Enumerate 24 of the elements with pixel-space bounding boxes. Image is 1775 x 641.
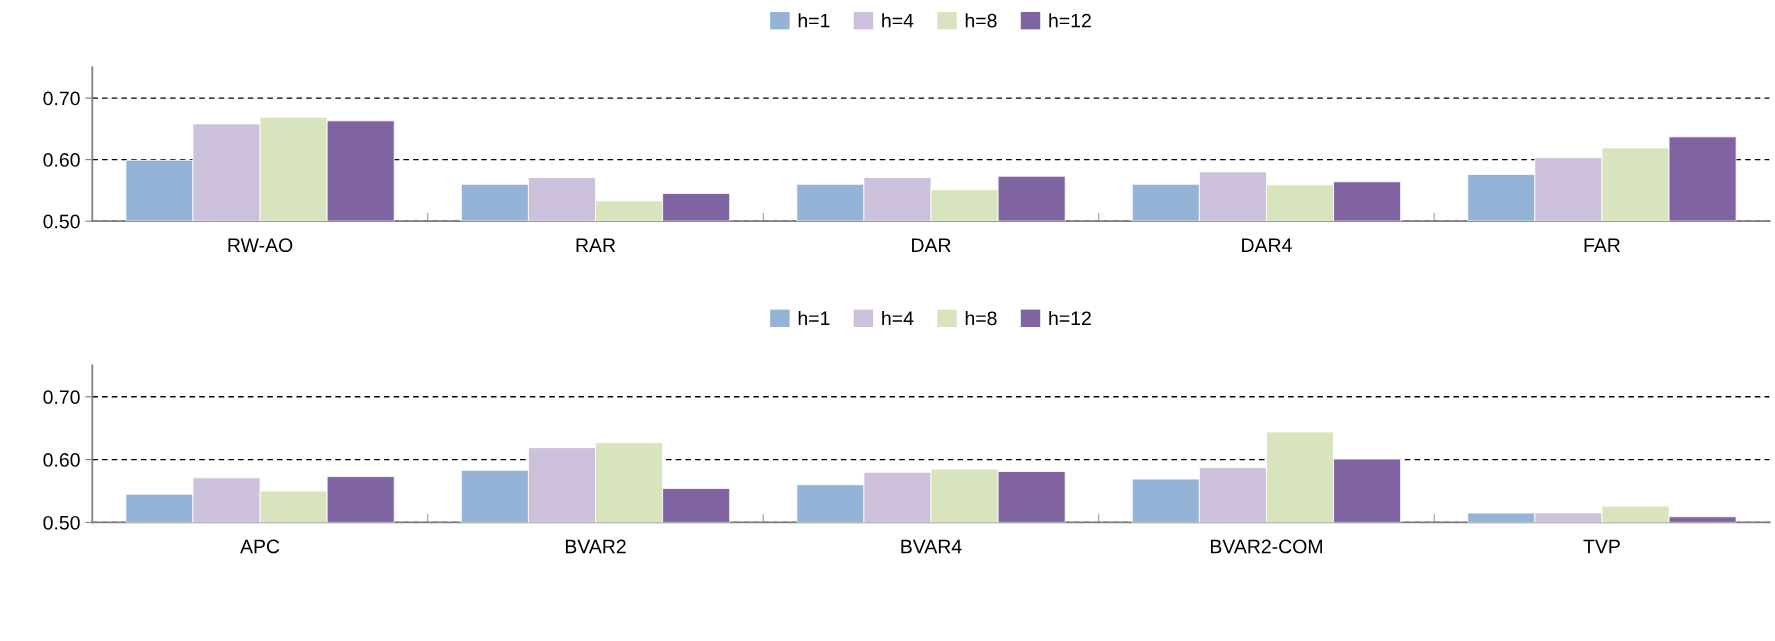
x-tick-label: RAR	[576, 238, 616, 252]
x-tick-label: BVAR2-COM	[1210, 539, 1322, 554]
x-tick-label: BVAR2	[565, 539, 626, 554]
x-tick-label: DAR4	[1242, 238, 1292, 252]
x-tick-label: BVAR4	[901, 539, 962, 554]
x-tick-label: DAR	[912, 238, 951, 252]
y-tick-label: 0.60	[43, 453, 80, 467]
legend-label: h=4	[882, 13, 914, 28]
legend-label: h=12	[1049, 310, 1091, 325]
legend-label: h=1	[798, 310, 830, 325]
y-tick-label: 0.70	[43, 91, 80, 106]
x-tick-label: APC	[240, 539, 280, 554]
y-tick-label: 0.70	[43, 390, 80, 405]
legend-label: h=1	[798, 13, 830, 28]
legend-label: h=8	[965, 310, 997, 326]
legend-label: h=4	[882, 310, 914, 325]
x-tick-label: TVP	[1583, 539, 1620, 554]
x-tick-label: FAR	[1584, 238, 1620, 252]
y-tick-label: 0.50	[43, 515, 80, 530]
y-tick-label: 0.50	[43, 214, 80, 229]
y-tick-label: 0.60	[43, 153, 80, 167]
legend-label: h=12	[1049, 13, 1091, 28]
x-tick-label: RW-AO	[228, 238, 293, 253]
legend-label: h=8	[965, 13, 997, 28]
